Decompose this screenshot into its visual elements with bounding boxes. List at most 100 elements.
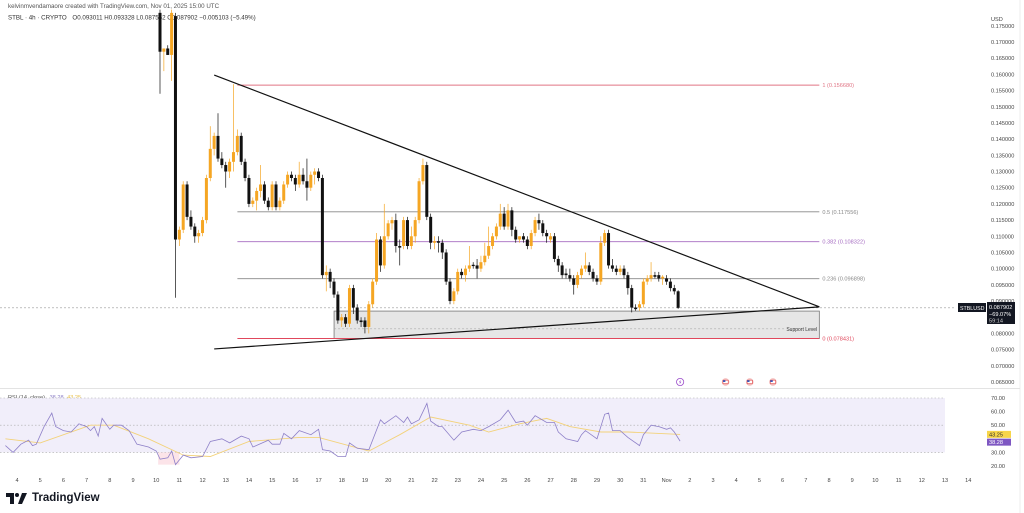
candle[interactable]	[197, 229, 201, 243]
candle[interactable]	[313, 168, 317, 185]
candle[interactable]	[201, 216, 205, 237]
candle[interactable]	[402, 216, 406, 250]
candle[interactable]	[243, 158, 247, 182]
candle[interactable]	[463, 265, 467, 282]
candle[interactable]	[344, 313, 348, 327]
candle[interactable]	[239, 132, 243, 166]
candle[interactable]	[266, 197, 270, 211]
candle[interactable]	[390, 216, 394, 230]
candle[interactable]	[417, 177, 421, 224]
candle[interactable]	[502, 207, 506, 230]
candle[interactable]	[212, 132, 216, 156]
candle[interactable]	[409, 226, 413, 250]
candle[interactable]	[208, 126, 212, 182]
candle[interactable]	[591, 268, 595, 282]
candle[interactable]	[456, 268, 460, 295]
candle[interactable]	[471, 262, 475, 269]
candle[interactable]	[398, 239, 402, 266]
candle[interactable]	[433, 236, 437, 250]
tradingview-logo[interactable]: TradingView	[6, 492, 100, 504]
candle[interactable]	[355, 304, 359, 324]
candle[interactable]	[224, 161, 228, 188]
candle[interactable]	[537, 213, 541, 230]
candle[interactable]	[158, 9, 162, 94]
candle[interactable]	[228, 158, 232, 178]
candle[interactable]	[293, 174, 297, 191]
candle[interactable]	[452, 288, 456, 305]
candle[interactable]	[282, 181, 286, 204]
candle[interactable]	[665, 275, 669, 285]
candle[interactable]	[498, 203, 502, 230]
candle[interactable]	[676, 290, 680, 309]
candle[interactable]	[340, 313, 344, 327]
candle[interactable]	[634, 304, 638, 311]
candle[interactable]	[359, 317, 363, 327]
candle[interactable]	[637, 301, 641, 311]
candle[interactable]	[641, 278, 645, 308]
candle[interactable]	[336, 291, 340, 324]
price-axis[interactable]: USD 0.175000 0.170000 0.165000 0.160000 0.15…	[991, 0, 1021, 513]
candle[interactable]	[371, 278, 375, 308]
rsi-pane[interactable]: RSI (14, close) 38.28 43.25 70.0060.0050…	[0, 395, 1011, 470]
candle[interactable]	[645, 275, 649, 285]
us-flag-icon[interactable]	[721, 378, 730, 386]
candle[interactable]	[328, 268, 332, 289]
candle[interactable]	[177, 226, 181, 246]
candle[interactable]	[251, 197, 255, 208]
price-pane[interactable]: Support Level 1 (0.156680) 0.5 (0.117556) 0…	[0, 9, 955, 386]
candle[interactable]	[552, 233, 556, 263]
candle[interactable]	[320, 174, 324, 279]
candle[interactable]	[216, 113, 220, 162]
candle[interactable]	[626, 271, 630, 295]
candle[interactable]	[247, 174, 251, 208]
candle[interactable]	[521, 233, 525, 243]
candle[interactable]	[367, 301, 371, 334]
candle[interactable]	[556, 255, 560, 272]
support-zone[interactable]	[333, 310, 820, 340]
candle[interactable]	[653, 271, 657, 279]
candle[interactable]	[162, 48, 166, 72]
candle[interactable]	[603, 229, 607, 246]
candle[interactable]	[413, 216, 417, 243]
candle[interactable]	[440, 239, 444, 259]
candle[interactable]	[545, 229, 549, 243]
candle[interactable]	[541, 220, 545, 237]
candle[interactable]	[301, 168, 305, 185]
candle[interactable]	[510, 207, 514, 237]
candle[interactable]	[587, 262, 591, 276]
candle[interactable]	[649, 262, 653, 282]
candle[interactable]	[506, 203, 510, 230]
candle[interactable]	[289, 171, 293, 182]
candle[interactable]	[668, 278, 672, 292]
candle[interactable]	[657, 271, 661, 282]
candle[interactable]	[491, 233, 495, 250]
candle[interactable]	[444, 249, 448, 285]
candle[interactable]	[494, 223, 498, 240]
candle[interactable]	[297, 161, 301, 188]
candle[interactable]	[475, 258, 479, 279]
candle[interactable]	[332, 278, 336, 298]
candle[interactable]	[170, 9, 174, 81]
candle[interactable]	[672, 284, 676, 295]
candle[interactable]	[193, 223, 197, 243]
candle[interactable]	[324, 265, 328, 292]
candle[interactable]	[166, 45, 170, 55]
candle[interactable]	[386, 220, 390, 240]
candle[interactable]	[630, 284, 634, 313]
candle[interactable]	[576, 271, 580, 289]
candle[interactable]	[255, 187, 259, 211]
candle[interactable]	[533, 216, 537, 237]
candle[interactable]	[185, 181, 189, 221]
candle[interactable]	[347, 284, 351, 327]
candle[interactable]	[278, 197, 282, 211]
candle[interactable]	[529, 229, 533, 250]
candle[interactable]	[274, 181, 278, 211]
candle[interactable]	[262, 181, 266, 204]
candle[interactable]	[595, 275, 599, 285]
candle[interactable]	[583, 252, 587, 272]
rsi-ma-line[interactable]	[5, 416, 681, 457]
us-flag-icon[interactable]	[745, 378, 754, 386]
candle[interactable]	[572, 275, 576, 295]
candle[interactable]	[518, 236, 522, 243]
